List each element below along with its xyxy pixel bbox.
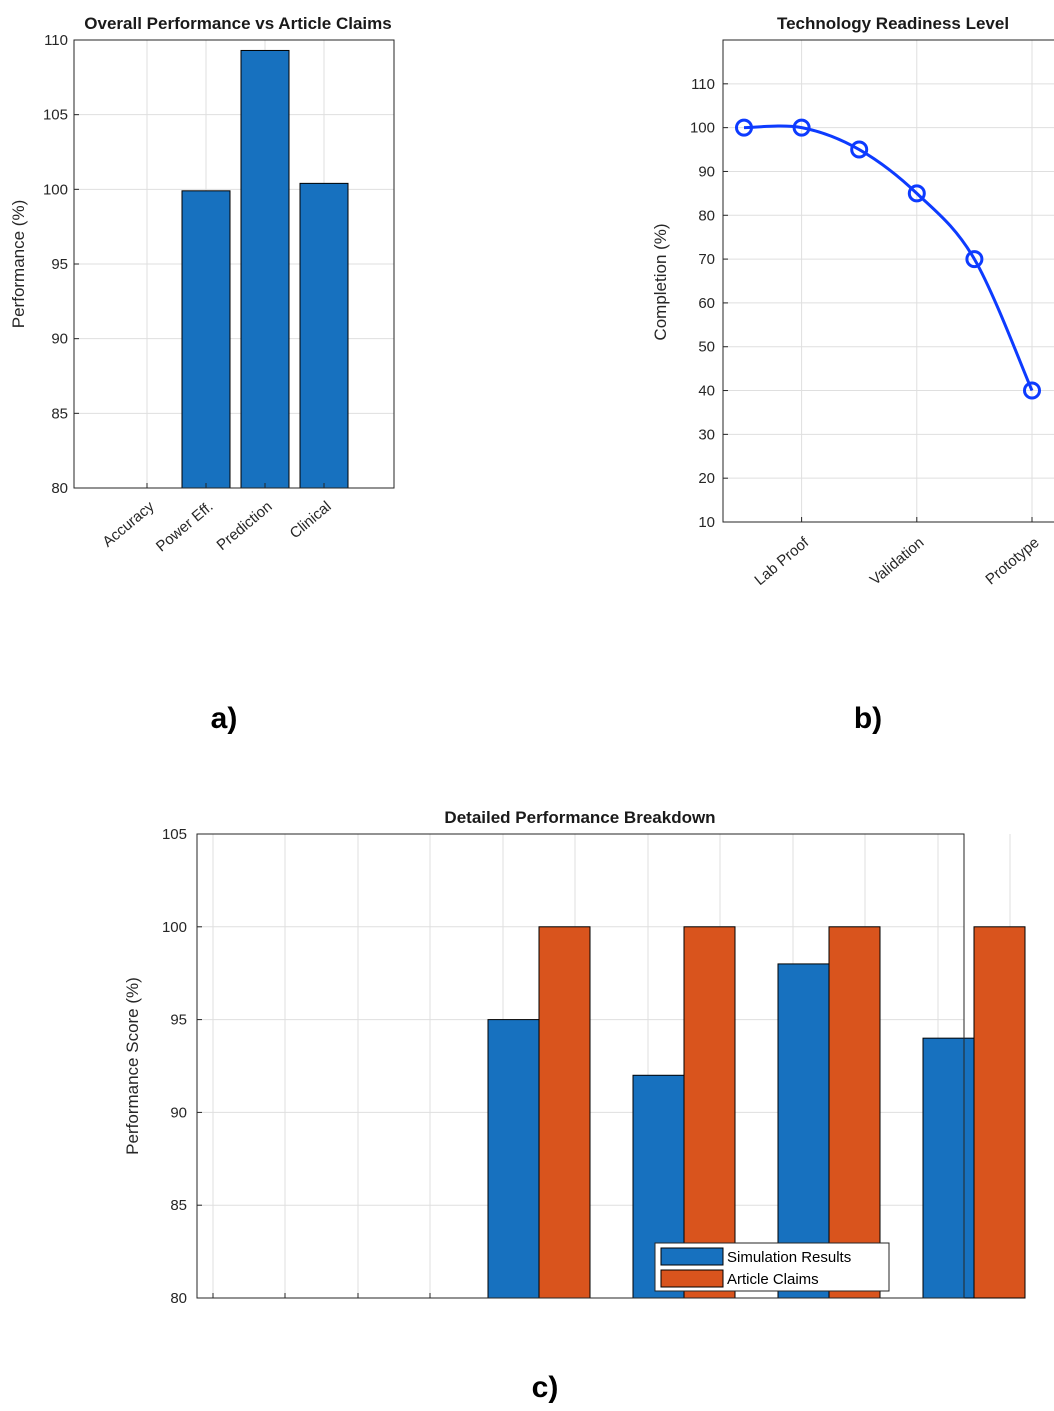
y-tick-label: 30	[698, 426, 715, 443]
y-tick-label: 100	[162, 919, 187, 936]
y-tick-label: 80	[698, 207, 715, 224]
x-tick-label: Prediction	[214, 498, 276, 554]
x-tick-label: Lab Proof	[751, 534, 812, 589]
y-tick-label: 90	[170, 1104, 187, 1121]
data-point	[792, 118, 811, 137]
legend-label-simulation: Simulation Results	[727, 1249, 851, 1266]
y-tick-label: 95	[51, 256, 68, 273]
y-tick-label: 110	[691, 76, 715, 93]
y-tick-label: 80	[51, 480, 68, 497]
y-tick-label: 85	[170, 1197, 187, 1214]
data-point	[907, 184, 926, 203]
y-axis-label: Completion (%)	[651, 223, 670, 340]
bar-claims	[683, 926, 736, 1299]
y-tick-label: 110	[44, 32, 68, 49]
data-point	[850, 140, 869, 159]
bar	[240, 49, 290, 489]
bar-simulation	[777, 963, 830, 1299]
x-tick-label: Clinical	[287, 498, 335, 542]
plot-frame	[196, 833, 965, 1299]
data-point	[1023, 381, 1041, 400]
y-tick-label: 85	[51, 405, 68, 422]
chart-title: Detailed Performance Breakdown	[444, 808, 715, 827]
plot-frame	[73, 39, 395, 489]
y-tick-label: 10	[698, 514, 715, 531]
plot-frame	[722, 39, 1054, 523]
legend: Simulation Results Article Claims	[654, 1242, 890, 1292]
y-tick-label: 100	[43, 181, 68, 198]
bar-claims	[538, 926, 591, 1299]
y-tick-label: 105	[43, 107, 68, 124]
y-tick-label: 100	[690, 120, 715, 137]
y-tick-label: 80	[170, 1290, 187, 1307]
x-tick-label: Prototype	[982, 534, 1042, 588]
y-tick-label: 105	[162, 826, 187, 843]
chart-technology-readiness: 10 20 30 40 50 60 70 80 90 100 110 Lab Proof Valida…	[651, 14, 1054, 589]
legend-swatch-claims	[660, 1269, 724, 1288]
x-tick-label: Accuracy	[99, 498, 158, 551]
panel-label-c: c)	[532, 1371, 559, 1404]
y-axis-label: Performance Score (%)	[123, 977, 142, 1155]
x-tick-label: Validation	[867, 534, 928, 589]
y-tick-label: 60	[698, 295, 715, 312]
bar-simulation	[487, 1019, 540, 1299]
bar	[299, 182, 349, 489]
y-tick-label: 95	[170, 1012, 187, 1029]
series-line	[743, 124, 1034, 392]
bar-claims	[828, 926, 881, 1299]
y-tick-label: 20	[698, 470, 715, 487]
legend-swatch-simulation	[660, 1247, 724, 1266]
y-tick-label: 90	[698, 163, 715, 180]
bar-claims	[973, 926, 1026, 1299]
y-tick-label: 40	[698, 383, 715, 400]
chart-detailed-breakdown: 80 85 90 95 100 105 Detailed Performance Brea…	[123, 808, 1026, 1307]
y-tick-label: 90	[51, 331, 68, 348]
data-point	[735, 118, 753, 137]
bar-simulation	[922, 1037, 975, 1299]
data-point	[965, 250, 984, 269]
y-axis-label: Performance (%)	[9, 200, 28, 328]
y-tick-label: 70	[698, 251, 715, 268]
chart-title: Technology Readiness Level	[777, 14, 1009, 33]
legend-label-claims: Article Claims	[727, 1271, 819, 1288]
panel-label-b: b)	[854, 702, 882, 735]
chart-title: Overall Performance vs Article Claims	[84, 14, 391, 33]
bar	[181, 190, 231, 489]
y-tick-label: 50	[698, 339, 715, 356]
panel-label-a: a)	[211, 702, 238, 735]
x-tick-label: Power Eff.	[153, 498, 217, 555]
